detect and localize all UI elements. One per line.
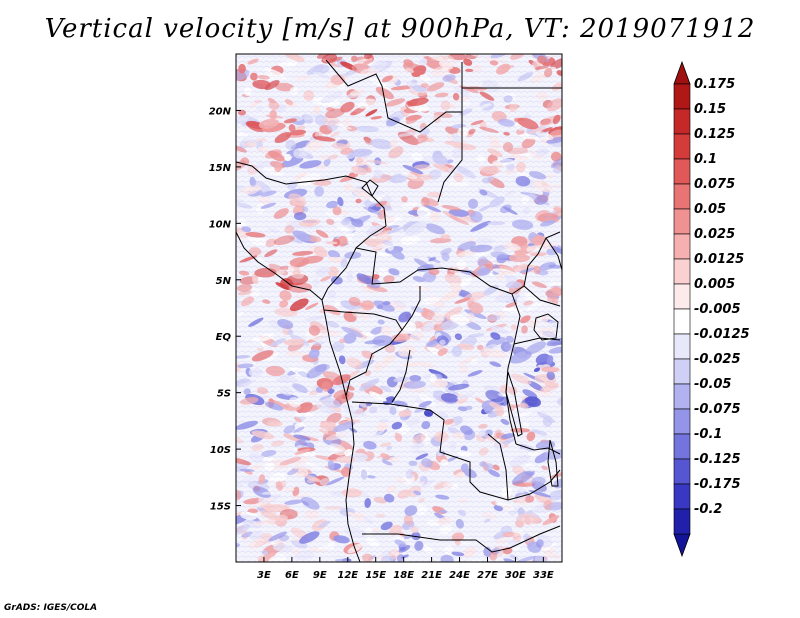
- colorbar-swatch: [673, 308, 691, 335]
- colorbar-label: 0.15: [694, 102, 726, 117]
- colorbar: 0.175 0.15 0.125 0.1 0.075 0.05 0.025 0.0125 0.0…: [673, 60, 750, 558]
- lon-tick-label: 12E: [337, 570, 358, 581]
- lake-tanganyika: [505, 371, 523, 437]
- colorbar-swatch: [673, 483, 691, 510]
- colorbar-swatch: [673, 83, 691, 110]
- colorbar-swatch: [673, 133, 691, 160]
- lon-tick-label: 27E: [477, 570, 498, 581]
- lake-chad: [361, 179, 379, 197]
- colorbar-swatch: [673, 408, 691, 435]
- lon-tick-label: 3E: [257, 570, 271, 581]
- colorbar-label: -0.0125: [694, 327, 750, 342]
- lat-tick-label: 5N: [216, 276, 232, 287]
- colorbar-swatch: [673, 433, 691, 460]
- colorbar-label: 0.125: [694, 127, 735, 142]
- colorbar-swatch: [673, 358, 691, 385]
- colorbar-bottom-arrow: [673, 533, 691, 558]
- colorbar-swatch: [673, 383, 691, 410]
- colorbar-swatch: [673, 458, 691, 485]
- lon-tick-label: 21E: [421, 570, 442, 581]
- lon-tick-label: 15E: [365, 570, 386, 581]
- longitude-axis: 3E 6E 9E 12E 15E 18E 21E 24E 27E 30E 33E: [257, 557, 554, 581]
- colorbar-swatch: [673, 183, 691, 210]
- lon-tick-label: 6E: [285, 570, 299, 581]
- lake-victoria: [533, 313, 559, 341]
- lon-tick-label: 33E: [533, 570, 554, 581]
- colorbar-top-arrow: [673, 60, 691, 85]
- sahel-border: [236, 161, 387, 227]
- field-texture: [236, 54, 562, 562]
- colorbar-label: 0.025: [694, 227, 735, 242]
- angola-border: [351, 401, 509, 501]
- lat-tick-label: 20N: [209, 106, 232, 117]
- lat-tick-label: 15S: [210, 502, 231, 513]
- congo-drc-border: [391, 286, 421, 403]
- lake-malawi: [547, 439, 559, 487]
- velocity-field: [236, 54, 562, 562]
- colorbar-label: -0.2: [694, 502, 722, 517]
- colorbar-label: -0.05: [694, 377, 731, 392]
- colorbar-label: 0.175: [694, 77, 735, 92]
- colorbar-swatch: [673, 233, 691, 260]
- colorbar-label: -0.175: [694, 477, 741, 492]
- colorbar-label: -0.005: [694, 302, 741, 317]
- colorbar-label: -0.075: [694, 402, 741, 417]
- colorbar-swatch: [673, 158, 691, 185]
- political-boundaries: [236, 59, 562, 562]
- lat-tick-label: 5S: [217, 389, 231, 400]
- grads-credit: GrADS: IGES/COLA: [4, 603, 98, 613]
- car-border: [355, 231, 561, 295]
- lon-tick-label: 18E: [393, 570, 414, 581]
- lon-tick-label: 30E: [505, 570, 526, 581]
- lon-tick-label: 24E: [449, 570, 470, 581]
- southern-border: [362, 525, 561, 553]
- colorbar-label: 0.1: [694, 152, 717, 167]
- lat-tick-label: 15N: [209, 163, 232, 174]
- colorbar-label: -0.125: [694, 452, 741, 467]
- colorbar-label: 0.05: [694, 202, 726, 217]
- colorbar-swatch: [673, 508, 691, 535]
- colorbar-swatch: [673, 258, 691, 285]
- colorbar-swatch: [673, 333, 691, 360]
- colorbar-label: 0.005: [694, 277, 735, 292]
- west-africa-coastline: [236, 231, 361, 562]
- lat-tick-label: EQ: [216, 332, 232, 343]
- colorbar-label: 0.075: [694, 177, 735, 192]
- map-title: Vertical velocity [m/s] at 900hPa, VT: 2…: [44, 14, 756, 44]
- lat-tick-label: 10S: [210, 445, 231, 456]
- lon-tick-label: 9E: [313, 570, 327, 581]
- colorbar-swatch: [673, 108, 691, 135]
- colorbar-label: -0.025: [694, 352, 741, 367]
- map-frame: [235, 53, 563, 563]
- colorbar-swatch: [673, 208, 691, 235]
- latitude-axis: 20N 15N 10N 5N EQ 5S 10S 15S: [209, 106, 241, 513]
- cameroon-gabon-border: [323, 309, 403, 397]
- colorbar-swatch: [673, 283, 691, 310]
- niger-chad-border: [325, 59, 463, 203]
- drc-east-border: [505, 293, 521, 445]
- chad-sudan-border: [461, 62, 562, 112]
- zambia-border: [507, 443, 561, 501]
- lat-tick-label: 10N: [209, 219, 232, 230]
- colorbar-label: -0.1: [694, 427, 722, 442]
- colorbar-label: 0.0125: [694, 252, 744, 267]
- nigeria-cameroon-border: [321, 225, 387, 301]
